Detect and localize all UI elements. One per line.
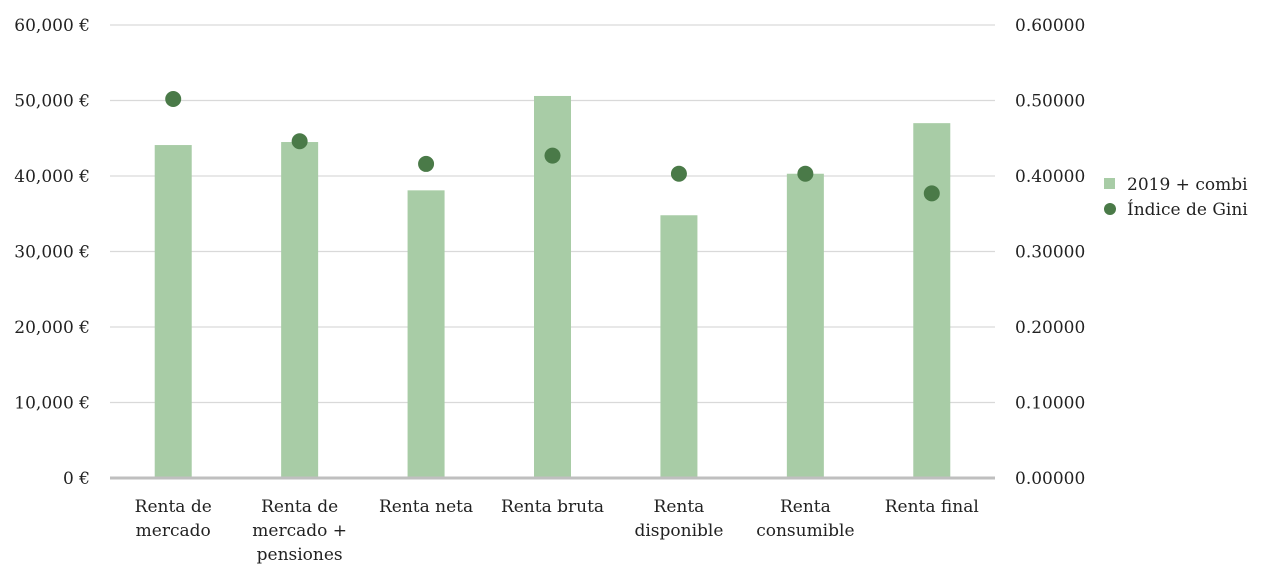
- gini-point: [923, 185, 940, 202]
- y-left-tick-label: 0 €: [63, 469, 90, 489]
- y-right-tick-label: 0.30000: [1015, 243, 1085, 263]
- x-tick-label: Renta neta: [379, 497, 473, 517]
- gini-point: [291, 133, 308, 150]
- x-tick-label: Renta final: [885, 497, 979, 517]
- y-right-tick-label: 0.50000: [1015, 92, 1085, 112]
- y-left-tick-label: 60,000 €: [14, 16, 90, 36]
- y-axis-right: 0.00000 0.10000 0.20000 0.30000 0.40000 0.500…: [1015, 16, 1085, 489]
- y-right-tick-label: 0.60000: [1015, 16, 1085, 36]
- legend-label-point: Índice de Gini: [1127, 199, 1248, 220]
- y-right-tick-label: 0.00000: [1015, 469, 1085, 489]
- bar: [786, 173, 824, 479]
- legend: 2019 + combi Índice de Gini: [1104, 175, 1248, 220]
- legend-swatch-bar: [1104, 178, 1115, 189]
- x-tick-label: Renta de mercado + pensiones: [252, 497, 347, 565]
- gini-point: [544, 147, 561, 164]
- y-left-tick-label: 40,000 €: [14, 167, 90, 187]
- x-tick-label: Renta consumible: [756, 497, 854, 541]
- y-left-tick-label: 20,000 €: [14, 318, 90, 338]
- gini-point: [418, 155, 435, 172]
- y-left-tick-label: 10,000 €: [14, 394, 90, 414]
- y-right-tick-label: 0.20000: [1015, 318, 1085, 338]
- gini-point: [670, 165, 687, 182]
- bar: [660, 215, 698, 478]
- bar: [281, 142, 319, 478]
- x-axis-categories: Renta de mercado Renta de mercado + pensione…: [135, 497, 979, 565]
- x-tick-label: Renta de mercado: [135, 497, 212, 541]
- legend-label-bar: 2019 + combi: [1127, 175, 1248, 195]
- bar: [154, 145, 192, 479]
- scatter-series: [165, 90, 940, 202]
- bar-series: [154, 95, 951, 479]
- y-right-tick-label: 0.10000: [1015, 394, 1085, 414]
- x-tick-label: Renta disponible: [634, 497, 723, 541]
- y-left-tick-label: 30,000 €: [14, 243, 90, 263]
- bar: [407, 190, 445, 478]
- gini-point: [165, 90, 182, 107]
- y-left-tick-label: 50,000 €: [14, 92, 90, 112]
- legend-swatch-point: [1104, 203, 1116, 215]
- gini-point: [797, 165, 814, 182]
- x-tick-label: Renta bruta: [501, 497, 604, 517]
- bar: [913, 123, 951, 479]
- y-right-tick-label: 0.40000: [1015, 167, 1085, 187]
- y-axis-left: 0 € 10,000 € 20,000 € 30,000 € 40,000 € 50,00…: [14, 16, 90, 489]
